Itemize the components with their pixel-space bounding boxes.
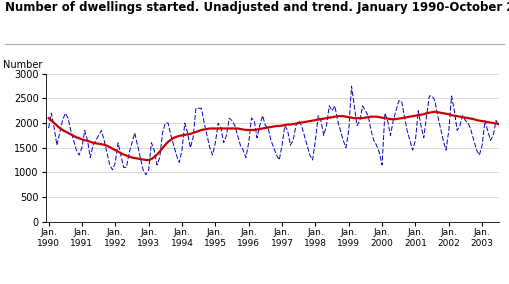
Text: Number of dwellings started. Unadjusted and trend. January 1990-October 2003: Number of dwellings started. Unadjusted … bbox=[5, 1, 509, 14]
Text: Number: Number bbox=[3, 60, 42, 70]
